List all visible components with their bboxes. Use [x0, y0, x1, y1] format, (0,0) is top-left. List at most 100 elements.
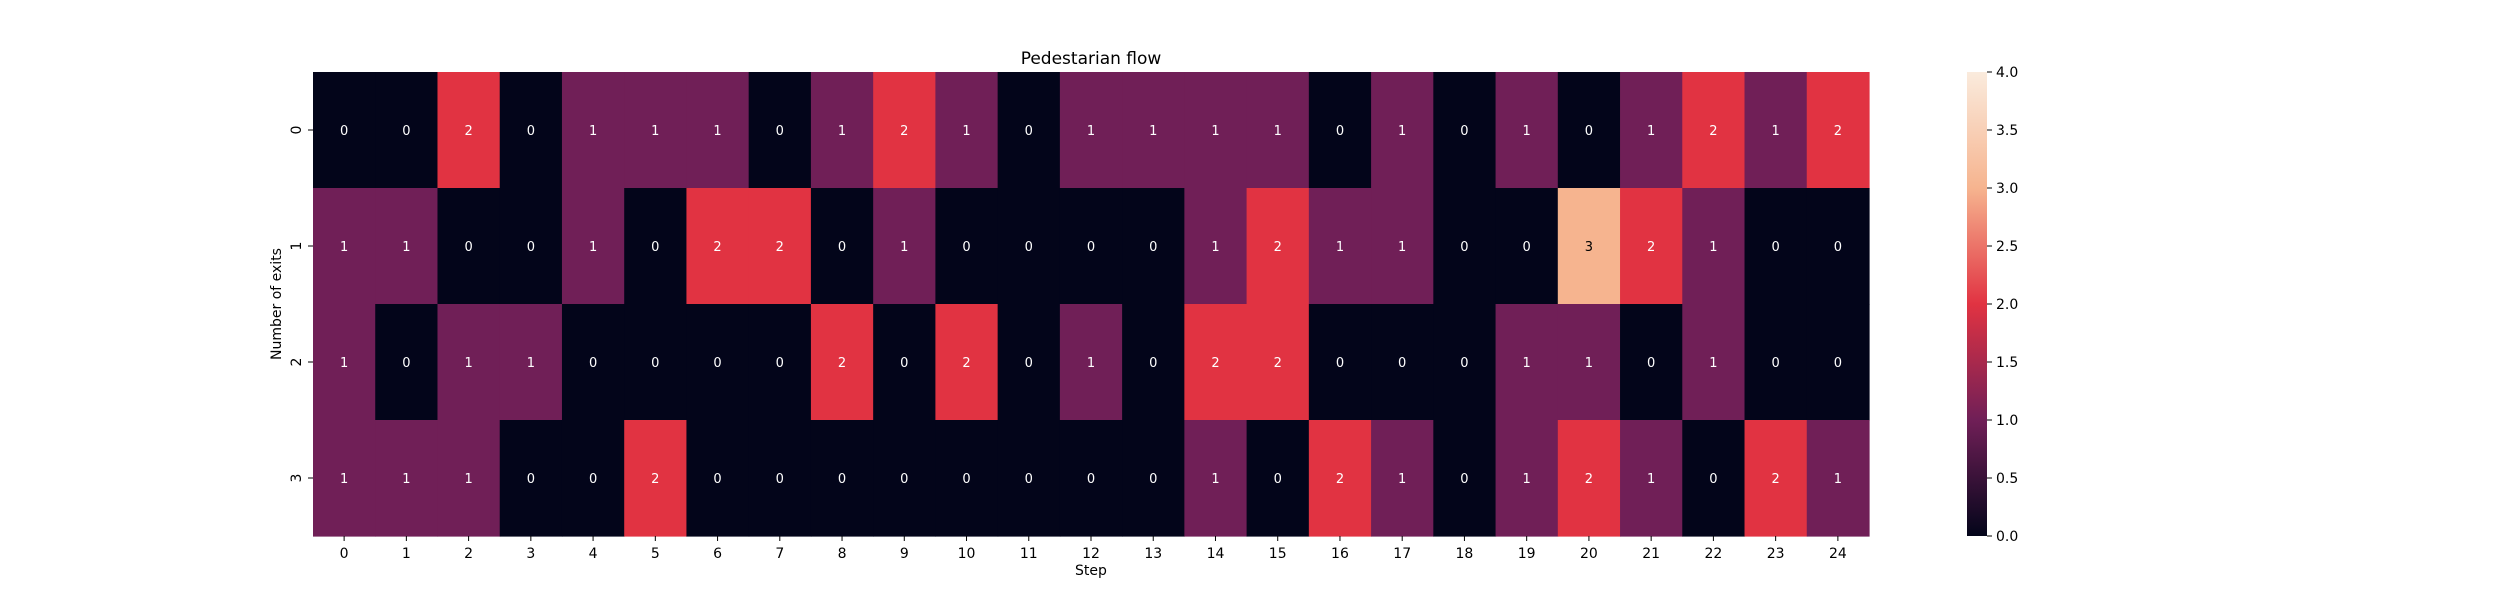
cell-value-label: 1	[402, 472, 410, 487]
colorbar-tick-label: 0.5	[1996, 471, 2018, 487]
heatmap-cell	[437, 72, 501, 189]
colorbar-tick-label: 3.5	[1996, 123, 2018, 139]
cell-value-label: 0	[900, 356, 908, 371]
cell-value-label: 0	[1585, 124, 1593, 139]
heatmap-cell	[1620, 188, 1683, 305]
heatmap-cell	[624, 188, 688, 305]
cell-value-label: 1	[1523, 124, 1531, 139]
cell-value-label: 1	[1771, 124, 1779, 139]
heatmap-cell	[873, 304, 936, 421]
heatmap-cell	[1308, 72, 1372, 189]
heatmap-cell	[1308, 420, 1372, 537]
heatmap-cell	[1246, 72, 1310, 189]
cell-value-label: 0	[962, 240, 970, 255]
cell-value-label: 1	[340, 472, 348, 487]
cell-value-label: 0	[1771, 356, 1779, 371]
heatmap-cell	[624, 420, 688, 537]
x-tick-label: 9	[900, 546, 909, 562]
cell-value-label: 1	[962, 124, 970, 139]
heatmap-cell	[1371, 420, 1434, 537]
heatmap-cell	[873, 420, 936, 537]
heatmap-cell	[313, 420, 376, 537]
heatmap-cell	[686, 420, 750, 537]
heatmap-cell	[1557, 188, 1621, 305]
x-axis: 0 1 2 3 4 5 6 7 8 9 10 11 12 13 14 15 16 17 18 19 20 21 22 23 24	[340, 536, 1847, 562]
cell-value-label: 1	[651, 124, 659, 139]
x-tick-label: 21	[1642, 546, 1660, 562]
heatmap-cell	[499, 188, 563, 305]
cell-value-label: 1	[900, 240, 908, 255]
cell-value-label: 0	[1460, 124, 1468, 139]
cell-value-label: 1	[1211, 472, 1219, 487]
heatmap-cell	[624, 72, 688, 189]
heatmap-cell	[1806, 420, 1870, 537]
heatmap-cell	[313, 304, 376, 421]
x-tick-label: 7	[775, 546, 784, 562]
x-tick-label: 24	[1829, 546, 1847, 562]
heatmap-cell	[1744, 188, 1808, 305]
heatmap-cell	[935, 420, 999, 537]
cell-value-label: 0	[1771, 240, 1779, 255]
cell-value-label: 0	[776, 124, 784, 139]
cell-value-label: 1	[589, 124, 597, 139]
cell-value-label: 0	[527, 240, 535, 255]
heatmap-cell	[1495, 72, 1559, 189]
heatmap-cell	[686, 72, 750, 189]
heatmap-cell	[561, 304, 625, 421]
heatmap-cell	[748, 72, 812, 189]
heatmap-cell	[1059, 420, 1123, 537]
heatmap-cell	[1433, 304, 1497, 421]
cell-value-label: 2	[464, 124, 472, 139]
x-tick-label: 22	[1704, 546, 1722, 562]
cell-value-label: 0	[1460, 356, 1468, 371]
colorbar-tick-label: 2.0	[1996, 297, 2018, 313]
cell-value-label: 1	[1211, 124, 1219, 139]
x-tick-label: 13	[1144, 546, 1162, 562]
heatmap-cell	[935, 188, 999, 305]
cell-value-label: 1	[838, 124, 846, 139]
heatmap-cell	[997, 72, 1061, 189]
x-tick-label: 16	[1331, 546, 1349, 562]
cell-value-label: 1	[713, 124, 721, 139]
cell-value-label: 0	[1025, 356, 1033, 371]
cell-value-label: 0	[1149, 240, 1157, 255]
heatmap-cell	[1246, 188, 1310, 305]
cell-value-label: 0	[838, 472, 846, 487]
cell-value-label: 1	[1523, 356, 1531, 371]
heatmap-cell	[935, 72, 999, 189]
cell-value-label: 0	[527, 472, 535, 487]
heatmap-cell	[1059, 304, 1123, 421]
colorbar	[1967, 72, 1987, 536]
heatmap-cell	[1184, 420, 1248, 537]
cell-value-label: 0	[589, 356, 597, 371]
cell-value-label: 2	[1771, 472, 1779, 487]
cell-value-label: 3	[1585, 240, 1593, 255]
heatmap-cell	[1620, 72, 1683, 189]
cell-value-label: 0	[900, 472, 908, 487]
x-tick-label: 2	[464, 546, 473, 562]
y-tick-label: 2	[289, 358, 305, 367]
x-tick-label: 14	[1207, 546, 1225, 562]
heatmap-cell	[1557, 420, 1621, 537]
cell-value-label: 0	[1709, 472, 1717, 487]
x-tick-label: 11	[1020, 546, 1038, 562]
heatmap-cell	[810, 72, 874, 189]
heatmap-cell	[1308, 188, 1372, 305]
heatmap-cell	[313, 72, 376, 189]
heatmap-cell	[1371, 304, 1434, 421]
heatmap-cell	[686, 188, 750, 305]
heatmap-cell-labels: 0 0 2 0 1 1 1 0 1 2 1 0 1 1 1 1 0 1 0 1 0 1 2 1 2 1 1 0 0 1 0 2 2 0 1 0 0 0 0 1…	[340, 124, 1842, 487]
x-tick-label: 23	[1767, 546, 1785, 562]
heatmap-cell	[810, 304, 874, 421]
cell-value-label: 2	[1336, 472, 1344, 487]
cell-value-label: 0	[1460, 472, 1468, 487]
heatmap-cell	[1744, 72, 1808, 189]
colorbar-tick-label: 1.5	[1996, 355, 2018, 371]
heatmap-cell	[1184, 188, 1248, 305]
heatmap-cell	[437, 420, 501, 537]
cell-value-label: 0	[1149, 356, 1157, 371]
cell-value-label: 0	[340, 124, 348, 139]
heatmap-cell	[1744, 304, 1808, 421]
